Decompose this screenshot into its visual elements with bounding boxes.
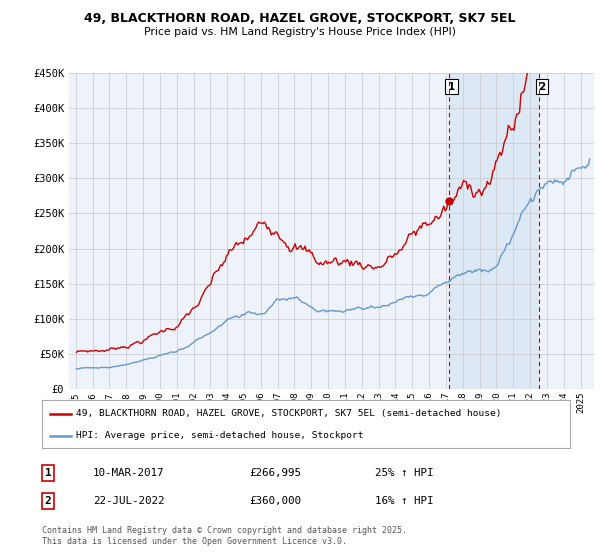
Text: HPI: Average price, semi-detached house, Stockport: HPI: Average price, semi-detached house,…: [76, 431, 364, 440]
Text: 22-JUL-2022: 22-JUL-2022: [93, 496, 164, 506]
Text: £360,000: £360,000: [249, 496, 301, 506]
Text: 16% ↑ HPI: 16% ↑ HPI: [375, 496, 433, 506]
Text: 1: 1: [44, 468, 52, 478]
Bar: [449, 73, 539, 389]
Text: 1: 1: [448, 82, 455, 92]
Text: 49, BLACKTHORN ROAD, HAZEL GROVE, STOCKPORT, SK7 5EL: 49, BLACKTHORN ROAD, HAZEL GROVE, STOCKP…: [84, 12, 516, 25]
Text: Price paid vs. HM Land Registry's House Price Index (HPI): Price paid vs. HM Land Registry's House …: [144, 27, 456, 37]
Text: 2: 2: [44, 496, 52, 506]
Text: £266,995: £266,995: [249, 468, 301, 478]
Text: 10-MAR-2017: 10-MAR-2017: [93, 468, 164, 478]
Text: 25% ↑ HPI: 25% ↑ HPI: [375, 468, 433, 478]
Text: 49, BLACKTHORN ROAD, HAZEL GROVE, STOCKPORT, SK7 5EL (semi-detached house): 49, BLACKTHORN ROAD, HAZEL GROVE, STOCKP…: [76, 409, 502, 418]
Text: Contains HM Land Registry data © Crown copyright and database right 2025.
This d: Contains HM Land Registry data © Crown c…: [42, 526, 407, 546]
Text: 2: 2: [538, 82, 545, 92]
